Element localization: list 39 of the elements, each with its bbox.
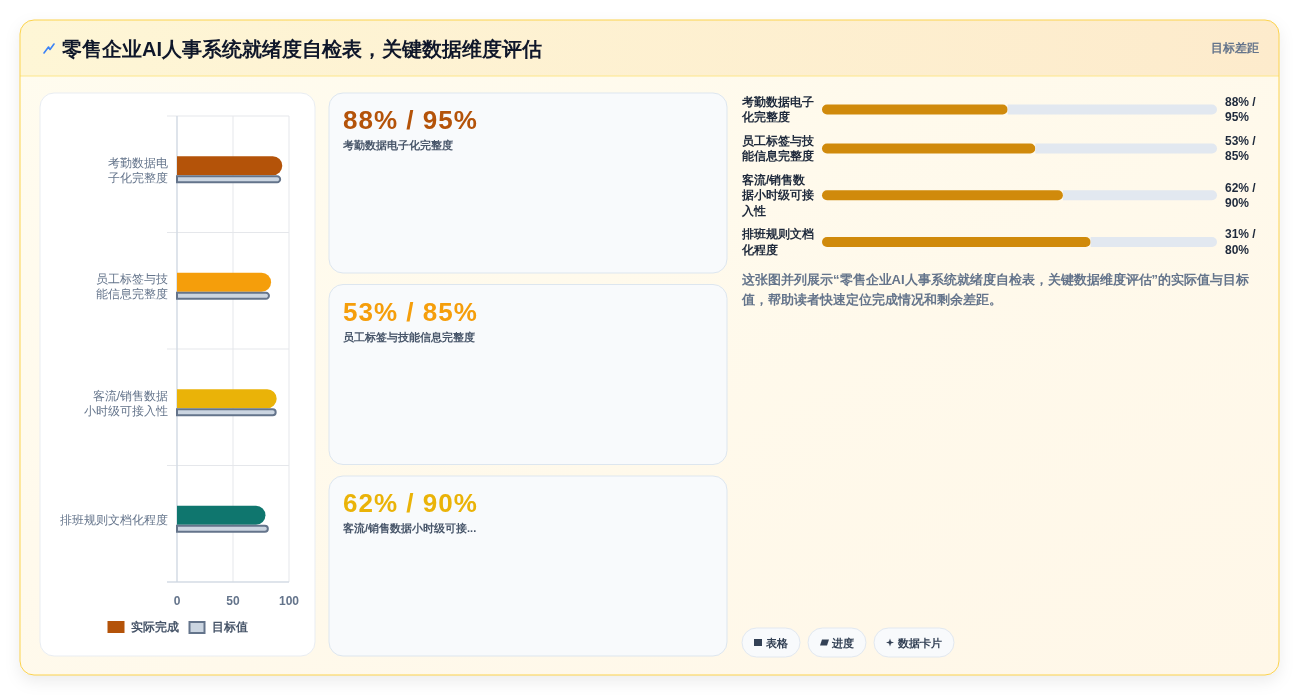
y-tick-label: 员工标签与技能信息完整度: [742, 133, 815, 164]
y-tick-label: 客流/销售数据小时级可接入性: [84, 388, 168, 418]
y-tick-label: 排班规则文档化程度: [741, 227, 814, 257]
y-tick-label: 客流/销售数据小时级可接入性: [741, 172, 814, 218]
y-tick-label: 考勤数据电子化完整度: [741, 94, 814, 125]
text: 88% / 95%: [343, 105, 478, 135]
bar: [822, 237, 1091, 247]
text: 表格: [765, 636, 789, 649]
text: 53% / 85%: [343, 296, 478, 327]
category-label: 考勤数据电子化完整度: [342, 139, 453, 151]
text: 数据卡片: [897, 636, 942, 649]
y-tick-label: 排班规则文档化程度: [60, 512, 168, 527]
legend-label: 目标值: [211, 620, 248, 634]
text: 进度: [831, 636, 854, 649]
text: 31% / 80%: [1225, 227, 1257, 257]
text: 62% / 90%: [1225, 180, 1257, 210]
category-label: 客流/销售数据小时级可接...: [342, 522, 477, 534]
text: 53% / 85%: [1225, 133, 1257, 164]
bar: [177, 389, 277, 409]
y-tick-label: 员工标签与技能信息完整度: [96, 272, 168, 302]
text: 62% / 90%: [343, 488, 478, 518]
bar: [177, 156, 283, 176]
x-tick-label: 0: [173, 594, 181, 608]
chart-subtitle: 目标差距: [1211, 41, 1259, 55]
bar: [1035, 143, 1217, 154]
text: 88% / 95%: [1225, 94, 1257, 125]
bar: [177, 272, 272, 292]
bar: [1090, 237, 1217, 247]
bar: [1062, 190, 1217, 201]
bar: [822, 143, 1036, 154]
bar: [822, 190, 1063, 201]
x-tick-label: 100: [278, 594, 300, 608]
x-tick-label: 50: [226, 594, 240, 608]
bar: [177, 505, 266, 525]
chart-title: 零售企业AI人事系统就绪度自检表，关键数据维度评估: [62, 38, 542, 60]
legend-label: 实际完成: [130, 620, 179, 634]
text: 这张图并列展示“零售企业AI人事系统就绪度自检表，关键数据维度评估”的实际值与目标值，帮助读者快速定位完成情况和剩余差距。: [741, 272, 1249, 307]
category-label: 员工标签与技能信息完整度: [343, 330, 475, 343]
y-tick-label: 考勤数据电子化完整度: [108, 155, 168, 185]
